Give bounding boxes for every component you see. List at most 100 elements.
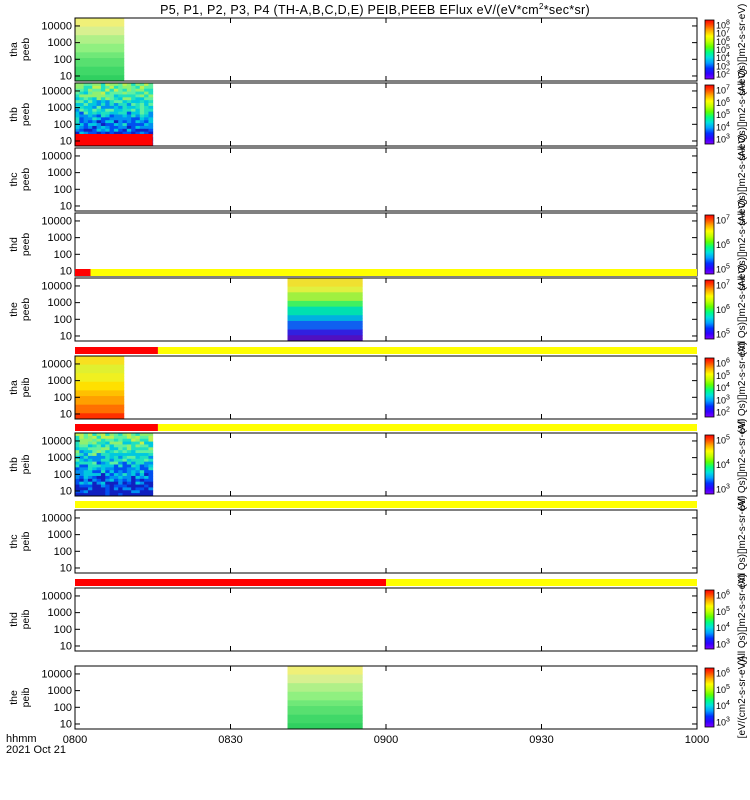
- spectrogram-cell: [126, 467, 132, 471]
- y-tick-label: 10: [60, 640, 72, 652]
- colorbar-tick-label: 107: [716, 28, 730, 39]
- panel-instrument-label: peeb: [20, 103, 32, 127]
- spectrogram-row: [75, 23, 125, 27]
- spectrogram-cell: [100, 493, 106, 497]
- spectrogram-cell: [83, 88, 89, 92]
- spectrogram-cell: [87, 444, 93, 448]
- colorbar-unit-label: (All Qs)[]m2-s-sr-eV): [737, 264, 748, 356]
- spectrogram-cell: [148, 464, 154, 468]
- spectrogram-cell: [92, 470, 97, 474]
- spectrogram-cell: [87, 475, 93, 480]
- spectrogram-cell: [75, 461, 80, 465]
- spectrogram-cell: [100, 111, 106, 115]
- spectrogram-cell: [131, 487, 136, 491]
- spectrogram-cell: [113, 435, 119, 440]
- spectrogram-row: [75, 49, 125, 53]
- spectrogram-row: [287, 338, 363, 342]
- spectrogram-cell: [96, 105, 102, 110]
- y-tick-label: 10: [60, 265, 72, 277]
- spectrogram-cell: [139, 131, 145, 135]
- spectrogram-cell: [122, 97, 128, 101]
- colorbar-unit-text: (All Qs)[]m2-s-sr-eV): [737, 134, 748, 226]
- spectrogram-cell: [79, 458, 85, 463]
- spectrogram-cell: [87, 433, 93, 437]
- spectrogram-cell: [79, 88, 85, 92]
- spectrogram-cell: [83, 490, 89, 494]
- spectrogram-row: [287, 691, 363, 696]
- spectrogram-cell: [139, 444, 145, 448]
- spectrogram-cell: [92, 450, 97, 454]
- spectrogram-cell: [144, 447, 149, 451]
- spectrogram-cell: [100, 435, 106, 440]
- spectrogram-cell: [148, 484, 154, 488]
- spectrogram-cell: [118, 117, 123, 121]
- mode-bar-yellow: [157, 424, 697, 431]
- panel-frame: [74, 355, 698, 420]
- spectrogram-cell: [109, 91, 115, 95]
- spectrogram-cell: [122, 108, 128, 113]
- spectrogram-row: [287, 726, 363, 730]
- spectrogram-cell: [139, 490, 145, 494]
- y-tick-label: 10000: [41, 590, 72, 602]
- spectrogram-cell: [92, 131, 97, 135]
- spectrogram-cell: [118, 100, 123, 104]
- spectrogram-cell: [105, 467, 110, 471]
- spectrogram-cell: [113, 481, 119, 485]
- y-tick-label: 100: [54, 54, 72, 66]
- spectrogram-cell: [96, 114, 102, 118]
- colorbar: [704, 214, 715, 275]
- y-tick-label: 1000: [48, 529, 72, 541]
- spectrogram-cell: [105, 438, 110, 442]
- spectrogram-cell: [79, 117, 85, 121]
- spectrogram-row: [75, 416, 125, 420]
- spectrogram-cell: [144, 475, 149, 480]
- colorbar: [704, 19, 715, 80]
- spectrogram-cell: [96, 455, 102, 460]
- spectrogram-cell: [139, 108, 145, 113]
- spectrogram-cell: [118, 125, 123, 130]
- spectrogram-cell: [148, 481, 154, 485]
- spectrogram-row: [75, 358, 125, 363]
- spectrogram-cell: [135, 114, 141, 118]
- x-tick-label: 0800: [63, 734, 87, 746]
- spectrogram-cell: [148, 478, 154, 483]
- y-tick-label: 10: [60, 135, 72, 147]
- spectrogram-cell: [148, 453, 154, 457]
- spectrogram-cell: [83, 461, 89, 465]
- spectrogram-cell: [126, 103, 132, 107]
- panel-thb-peib: 10 100 1000 10000 thb peib 105 104 103 (All Qs)[]…: [8, 419, 748, 511]
- spectrogram-row: [75, 20, 125, 25]
- spectrogram-row: [287, 688, 363, 693]
- spectrogram-cell: [83, 94, 89, 98]
- panel-probe-label: tha: [8, 42, 20, 57]
- spectrogram-cell: [100, 481, 106, 485]
- spectrogram-cell: [122, 458, 128, 463]
- spectrogram-cell: [87, 461, 93, 465]
- spectrogram-cell: [122, 105, 128, 110]
- spectrogram-cell: [131, 97, 136, 101]
- spectrogram-cell: [135, 125, 141, 130]
- spectrogram-cell: [139, 120, 145, 124]
- spectrogram-cell: [105, 447, 110, 451]
- spectrogram-cell: [75, 475, 80, 480]
- spectrogram-cell: [75, 481, 80, 485]
- spectrogram-cell: [83, 123, 89, 127]
- spectrogram-cell: [75, 470, 80, 474]
- spectrogram-cell: [113, 128, 119, 133]
- spectrogram-cell: [109, 470, 115, 474]
- spectrogram-cell: [113, 94, 119, 98]
- spectrogram-cell: [139, 114, 145, 118]
- spectrogram-cell: [122, 91, 128, 95]
- spectrogram-cell: [100, 441, 106, 445]
- spectrogram-cell: [79, 120, 85, 124]
- spectrogram-cell: [79, 475, 85, 480]
- colorbar-tick-label: 107: [716, 85, 730, 96]
- spectrogram-cell: [113, 100, 119, 104]
- spectrogram-cell: [118, 85, 123, 90]
- spectrogram-cell: [100, 91, 106, 95]
- spectrogram-cell: [135, 123, 141, 127]
- panel-instrument-label: peeb: [20, 38, 32, 62]
- spectrogram-cell: [105, 114, 110, 118]
- spectrogram-cell: [105, 453, 110, 457]
- spectrogram-cell: [92, 111, 97, 115]
